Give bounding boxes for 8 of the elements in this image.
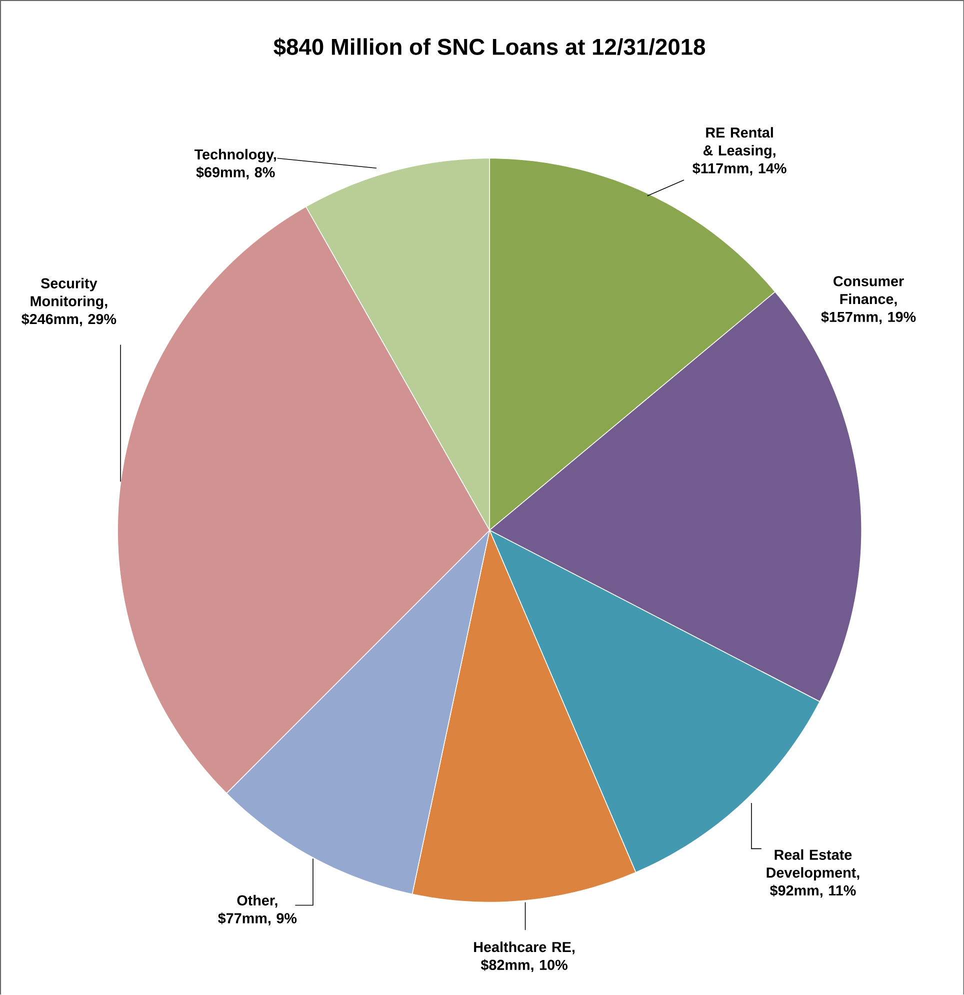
slice-label: Security Monitoring, $246mm, 29%: [21, 278, 116, 326]
slice-label: Consumer Finance, $157mm, 19%: [821, 276, 916, 324]
slice-label: Other, $77mm, 9%: [218, 894, 296, 926]
slice-label: Real Estate Development, $92mm, 11%: [766, 849, 860, 898]
slice-label: Healthcare RE, $82mm, 10%: [474, 942, 574, 972]
slice-label: RE Rental & Leasing, $117mm, 14%: [692, 127, 786, 176]
chart-title: $840 Million of SNC Loans at 12/31/2018: [274, 38, 705, 56]
slice-label: Technology, $69mm, 8%: [194, 148, 276, 180]
